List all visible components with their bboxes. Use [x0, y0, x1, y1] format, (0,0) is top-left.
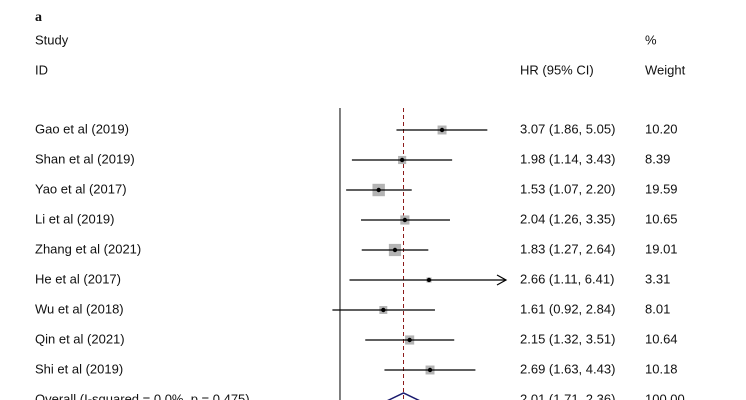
- weight-label: 10.20: [645, 121, 678, 136]
- overall-effect-label: 2.01 (1.71, 2.36): [520, 391, 615, 400]
- point-estimate: [392, 247, 398, 253]
- effect-label: 1.61 (0.92, 2.84): [520, 301, 615, 316]
- point-estimate: [427, 367, 433, 373]
- effect-label: 3.07 (1.86, 5.05): [520, 121, 615, 136]
- effect-label: 2.04 (1.26, 3.35): [520, 211, 615, 226]
- point-estimate: [426, 277, 432, 283]
- point-estimate: [402, 217, 408, 223]
- header-id: ID: [35, 62, 48, 77]
- overall-name: Overall (I-squared = 0.0%, p = 0.475): [35, 391, 250, 400]
- study-name: Qin et al (2021): [35, 331, 125, 346]
- effect-label: 1.83 (1.27, 2.64): [520, 241, 615, 256]
- point-estimate: [381, 307, 386, 313]
- effect-label: 2.66 (1.11, 6.41): [520, 271, 614, 286]
- effect-label: 2.15 (1.32, 3.51): [520, 331, 615, 346]
- effect-label: 2.69 (1.63, 4.43): [520, 361, 615, 376]
- weight-label: 10.65: [645, 211, 678, 226]
- study-name: Gao et al (2019): [35, 121, 129, 136]
- study-name: Wu et al (2018): [35, 301, 124, 316]
- header-study: Study: [35, 32, 69, 47]
- point-estimate: [399, 157, 405, 163]
- effect-label: 1.98 (1.14, 3.43): [520, 151, 615, 166]
- weight-label: 10.18: [645, 361, 678, 376]
- weight-label: 10.64: [645, 331, 678, 346]
- overall-diamond: [387, 392, 420, 400]
- study-name: Shan et al (2019): [35, 151, 135, 166]
- weight-label: 8.01: [645, 301, 670, 316]
- header-percent: %: [645, 32, 657, 47]
- panel-label: a: [35, 10, 42, 25]
- study-name: Li et al (2019): [35, 211, 115, 226]
- ci-arrow: [496, 274, 508, 286]
- header-weight: Weight: [645, 62, 686, 77]
- study-name: Shi et al (2019): [35, 361, 123, 376]
- study-name: Yao et al (2017): [35, 181, 127, 196]
- weight-label: 8.39: [645, 151, 670, 166]
- point-estimate: [376, 187, 381, 193]
- study-name: Zhang et al (2021): [35, 241, 141, 256]
- weight-label: 19.01: [645, 241, 678, 256]
- point-estimate: [439, 127, 445, 133]
- header-effect: HR (95% CI): [520, 62, 594, 77]
- effect-label: 1.53 (1.07, 2.20): [520, 181, 615, 196]
- point-estimate: [407, 337, 412, 343]
- weight-label: 19.59: [645, 181, 678, 196]
- overall-weight-label: 100.00: [645, 391, 685, 400]
- weight-label: 3.31: [645, 271, 670, 286]
- study-name: He et al (2017): [35, 271, 121, 286]
